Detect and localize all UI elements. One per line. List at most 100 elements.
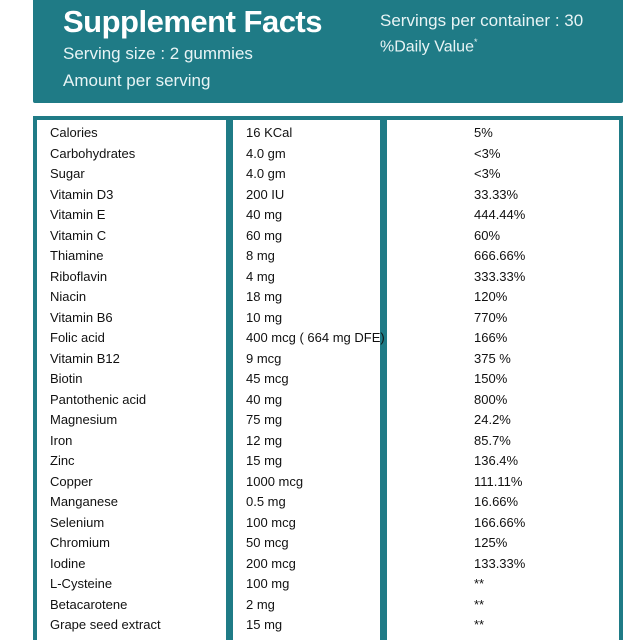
table-row: Vitamin B12 9 mcg 375 % [33,349,623,370]
table-row: Betacarotene 2 mg ** [33,595,623,616]
nutrient-name: Biotin [50,371,83,386]
table-row: Sugar 4.0 gm <3% [33,164,623,185]
nutrient-amount: 4.0 gm [246,145,286,161]
daily-value-column-border [383,116,623,640]
servings-per-container: Servings per container : 30 [380,11,584,30]
table-row: Grape seed extract 15 mg ** [33,615,623,636]
table-row: Manganese 0.5 mg 16.66% [33,492,623,513]
nutrient-name: Riboflavin [50,268,108,284]
table-row: Vitamin B6 10 mg 770% [33,308,623,329]
nutrient-daily-value: 85.7% [474,432,511,448]
facts-rows: Calories 16 KCal 5% Carbohydrates 4.0 gm <3% S… [33,123,623,636]
nutrient-daily-value: 770% [474,309,508,325]
nutrient-name: Thiamine [50,248,104,263]
nutrient-daily-value: 800% [474,391,508,407]
table-row: Vitamin D3 200 IU 33.33% [33,185,623,206]
daily-value-heading: %Daily Value* [380,37,477,56]
nutrient-name: Chromium [50,535,110,550]
nutrient-name: Vitamin C [50,227,107,243]
nutrient-daily-value: 16.66% [474,494,519,509]
nutrient-daily-value: 166.66% [474,514,526,530]
nutrient-amount: 45 mcg [246,371,289,386]
table-row: Riboflavin 4 mg 333.33% [33,267,623,288]
nutrient-daily-value: ** [474,617,485,632]
table-row: Selenium 100 mcg 166.66% [33,513,623,534]
nutrient-daily-value: 111.11% [474,473,523,489]
nutrient-name: Grape seed extract [50,617,161,632]
table-row: Thiamine 8 mg 666.66% [33,246,623,267]
nutrient-name: Vitamin B6 [50,309,113,325]
table-row: Vitamin E 40 mg 444.44% [33,205,623,226]
table-row: Iron 12 mg 85.7% [33,431,623,452]
nutrient-name: Magnesium [50,412,118,427]
nutrient-amount: 0.5 mg [246,494,286,509]
nutrient-name: Vitamin E [50,207,106,222]
nutrient-amount: 4 mg [246,268,275,284]
nutrient-amount: 2 mg [246,596,275,612]
table-row: Magnesium 75 mg 24.2% [33,410,623,431]
nutrient-amount: 400 mcg ( 664 mg DFE) [246,330,385,345]
nutrient-amount: 9 mcg [246,350,282,366]
nutrient-daily-value: 120% [474,289,508,304]
nutrient-amount: 200 mcg [246,555,296,571]
nutrient-name: Selenium [50,514,105,530]
table-row: Biotin 45 mcg 150% [33,369,623,390]
nutrient-daily-value: 375 % [474,350,511,366]
nutrient-daily-value: 24.2% [474,412,511,427]
table-row: Niacin 18 mg 120% [33,287,623,308]
nutrient-name: Niacin [50,289,87,304]
nutrient-amount: 8 mg [246,248,275,263]
table-row: Vitamin C 60 mg 60% [33,226,623,247]
nutrient-name: Manganese [50,494,118,509]
table-row: Copper 1000 mcg 111.11% [33,472,623,493]
nutrient-daily-value: 666.66% [474,248,526,263]
nutrient-daily-value: 150% [474,371,508,386]
nutrient-daily-value: <3% [474,145,501,161]
nutrient-daily-value: 5% [474,125,493,140]
nutrient-daily-value: 444.44% [474,207,526,222]
nutrient-name: Zinc [50,453,75,468]
table-row: Carbohydrates 4.0 gm <3% [33,144,623,165]
nutrient-daily-value: 60% [474,227,501,243]
nutrient-name: Pantothenic acid [50,391,147,407]
daily-value-label: %Daily Value [380,38,474,56]
nutrient-name: Iodine [50,555,86,571]
nutrient-amount: 200 IU [246,186,285,202]
page-title: Supplement Facts [63,4,323,39]
nutrient-name: Betacarotene [50,596,128,612]
daily-value-mark: * [473,37,478,47]
table-row: Folic acid 400 mcg ( 664 mg DFE) 166% [33,328,623,349]
nutrient-amount: 15 mg [246,617,283,632]
nutrient-name: Vitamin D3 [50,186,114,202]
nutrient-daily-value: 166% [474,330,508,345]
nutrient-daily-value: 333.33% [474,268,526,284]
nutrient-name: Vitamin B12 [50,350,120,366]
amount-per-serving: Amount per serving [63,71,211,90]
nutrient-daily-value: 33.33% [474,186,519,202]
nutrient-name: Sugar [50,166,85,181]
nutrient-amount: 16 KCal [246,125,293,140]
nutrient-amount: 18 mg [246,289,283,304]
nutrient-daily-value: ** [474,596,485,612]
table-row: Chromium 50 mcg 125% [33,533,623,554]
nutrient-column-border [33,116,230,640]
table-row: Calories 16 KCal 5% [33,123,623,144]
nutrient-name: Calories [50,125,98,140]
nutrient-name: Copper [50,473,93,489]
table-row: Iodine 200 mcg 133.33% [33,554,623,575]
nutrient-daily-value: ** [474,576,485,591]
nutrient-amount: 75 mg [246,412,283,427]
nutrient-amount: 60 mg [246,227,283,243]
serving-size: Serving size : 2 gummies [63,44,253,63]
amount-column-border [229,116,384,640]
nutrient-name: Iron [50,432,73,448]
nutrient-amount: 10 mg [246,309,283,325]
nutrient-amount: 40 mg [246,207,283,222]
nutrient-amount: 12 mg [246,432,283,448]
nutrient-amount: 4.0 gm [246,166,286,181]
nutrient-amount: 100 mcg [246,514,296,530]
nutrient-amount: 100 mg [246,576,290,591]
nutrient-name: Folic acid [50,330,105,345]
table-row: Zinc 15 mg 136.4% [33,451,623,472]
